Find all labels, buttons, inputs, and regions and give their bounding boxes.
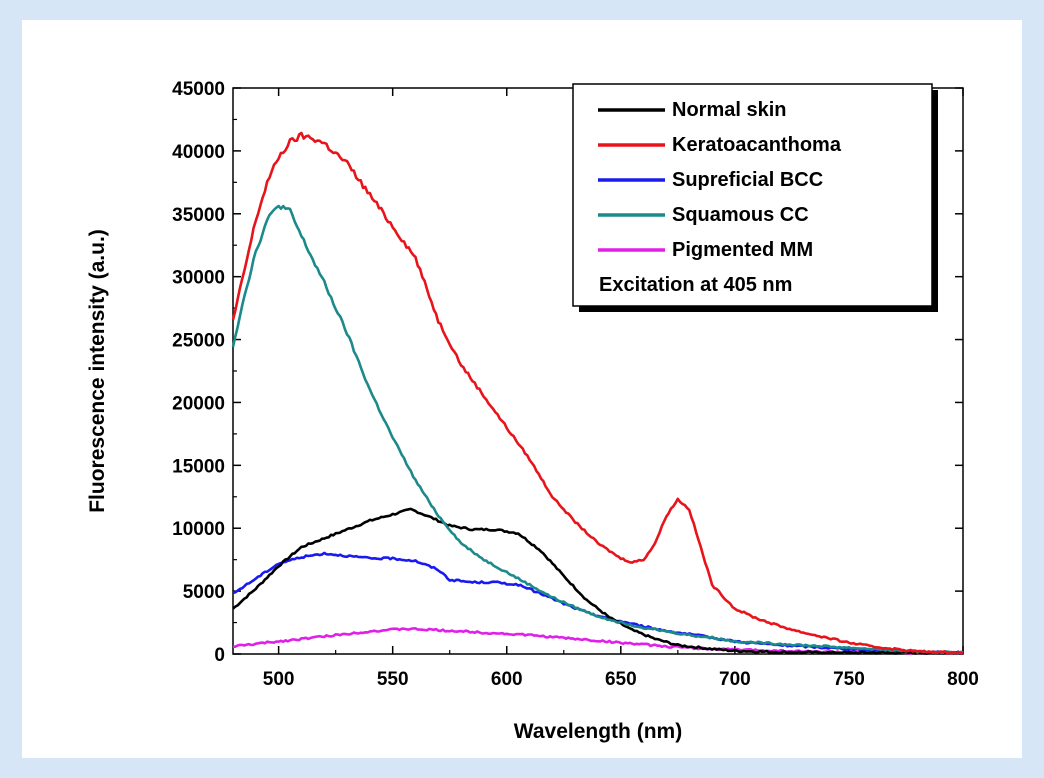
legend-label: Pigmented MM bbox=[672, 239, 813, 261]
legend-label: Normal skin bbox=[672, 99, 786, 121]
x-tick-label: 700 bbox=[719, 669, 751, 690]
legend: Normal skin Keratoacanthoma Supreficial BC… bbox=[572, 83, 938, 312]
series-line-squamous-cc bbox=[231, 204, 964, 655]
series-lines bbox=[231, 131, 964, 655]
y-tick-label: 40000 bbox=[172, 142, 225, 163]
legend-box bbox=[572, 83, 933, 307]
y-axis-title: Fluorescence intensity (a.u.) bbox=[86, 229, 109, 513]
x-tick-label: 800 bbox=[947, 669, 979, 690]
x-axis-title: Wavelength (nm) bbox=[514, 720, 682, 743]
x-tick-label: 650 bbox=[605, 669, 637, 690]
x-tick-labels: 500 550 600 650 700 750 800 bbox=[263, 669, 979, 690]
y-tick-label: 35000 bbox=[172, 205, 225, 226]
legend-label: Squamous CC bbox=[672, 204, 809, 226]
legend-label: Supreficial BCC bbox=[672, 169, 823, 191]
x-tick-label: 550 bbox=[377, 669, 409, 690]
y-tick-label: 0 bbox=[214, 645, 225, 666]
chart-card: 0 5000 10000 15000 20000 25000 30000 35000 40000… bbox=[22, 20, 1022, 758]
y-tick-label: 5000 bbox=[183, 582, 225, 603]
y-tick-label: 30000 bbox=[172, 268, 225, 289]
series-line-keratoacanthoma bbox=[231, 131, 964, 655]
legend-annotation: Excitation at 405 nm bbox=[599, 274, 792, 296]
y-tick-label: 20000 bbox=[172, 393, 225, 414]
series-line-supreficial-bcc bbox=[232, 551, 964, 655]
legend-label: Keratoacanthoma bbox=[672, 134, 842, 156]
spectrum-chart: 0 5000 10000 15000 20000 25000 30000 35000 40000… bbox=[86, 79, 979, 743]
y-tick-label: 25000 bbox=[172, 331, 225, 352]
y-tick-labels: 0 5000 10000 15000 20000 25000 30000 35000 40000… bbox=[172, 79, 225, 666]
x-tick-label: 500 bbox=[263, 669, 295, 690]
x-tick-label: 750 bbox=[833, 669, 865, 690]
y-tick-label: 45000 bbox=[172, 79, 225, 100]
y-tick-label: 15000 bbox=[172, 456, 225, 477]
x-tick-label: 600 bbox=[491, 669, 523, 690]
series-line-normal-skin bbox=[232, 507, 964, 655]
y-tick-label: 10000 bbox=[172, 519, 225, 540]
